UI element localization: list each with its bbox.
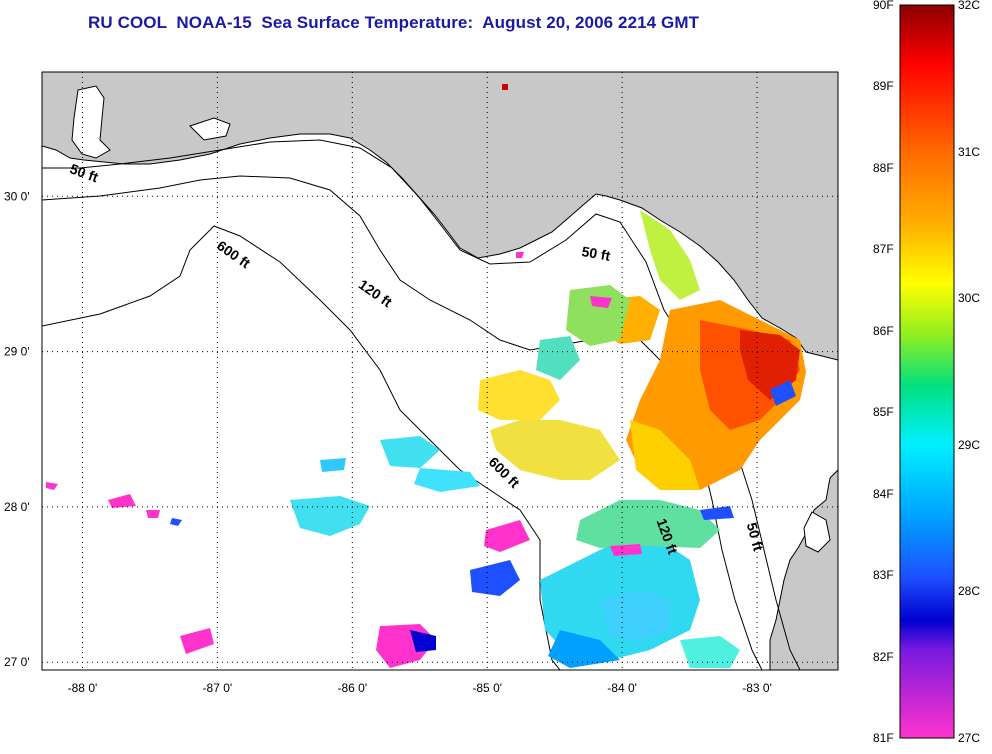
lon-tick-label: -86 0' (337, 681, 367, 695)
colorbar-c-label: 27C (958, 731, 981, 745)
map-frame (41, 71, 839, 671)
lon-tick-label: -87 0' (203, 681, 233, 695)
isobath-label: 50 ft (580, 243, 611, 264)
colorbar (899, 4, 955, 739)
lon-tick-label: -84 0' (607, 681, 637, 695)
colorbar-c-label: 29C (958, 437, 981, 452)
inlet (189, 117, 231, 141)
tampa-bay (803, 511, 831, 553)
colorbar-c-label: 30C (958, 291, 981, 306)
sst-data (46, 84, 806, 668)
tick-labels: -88 0' -87 0' -86 0' -85 0' -84 0' -83 0' 30 0… (4, 189, 772, 695)
lat-tick-label: 28 0' (4, 500, 30, 514)
colorbar-f-label: 87F (873, 242, 894, 257)
colorbar-f-label: 85F (873, 405, 894, 420)
colorbar-f-label: 84F (873, 486, 894, 501)
colorbar-f-label: 82F (873, 649, 894, 664)
map-title: RU COOL NOAA-15 Sea Surface Temperature:… (88, 13, 700, 32)
lat-tick-label: 27 0' (4, 655, 30, 669)
lon-tick-label: -88 0' (68, 681, 98, 695)
colorbar-f-label: 86F (873, 323, 894, 338)
isobath-120ft (42, 175, 763, 670)
lon-tick-label: -83 0' (742, 681, 772, 695)
colorbar-f-label: 83F (873, 568, 894, 583)
colorbar-c-label: 31C (958, 144, 981, 159)
colorbar-f-label: 89F (873, 79, 894, 94)
lat-tick-label: 30 0' (4, 189, 30, 203)
lon-tick-label: -85 0' (472, 681, 502, 695)
isobath-600ft (42, 225, 561, 670)
isobath-label: 50 ft (744, 521, 767, 553)
colorbar-c-label: 28C (958, 584, 981, 599)
colorbar-f-label: 90F (873, 0, 894, 12)
isobath-50ft (42, 139, 801, 670)
land-north (42, 72, 838, 361)
lat-tick-label: 29 0' (4, 345, 30, 359)
mobile-bay (71, 85, 111, 159)
colorbar-c-label: 32C (958, 0, 981, 12)
colorbar-f-label: 88F (873, 160, 894, 175)
colorbar-f-label: 81F (873, 731, 894, 745)
land (42, 72, 838, 670)
